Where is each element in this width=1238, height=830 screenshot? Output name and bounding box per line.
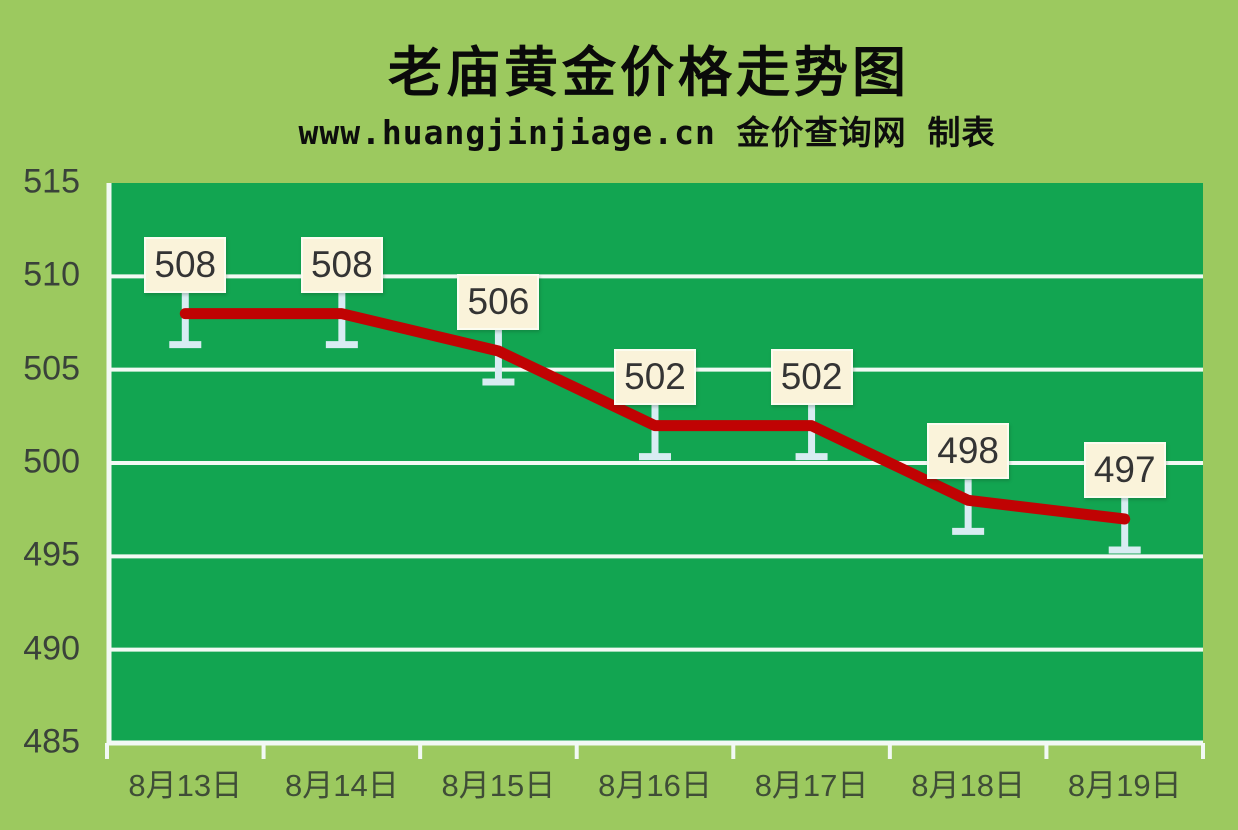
y-tick-label: 500 [23, 442, 80, 481]
price-line [179, 308, 1131, 525]
data-label: 498 [927, 423, 1010, 480]
x-axis-label: 8月18日 [911, 768, 1026, 803]
x-axis-label: 8月15日 [441, 768, 556, 803]
x-axis-label: 8月17日 [754, 768, 869, 803]
data-label: 508 [144, 236, 227, 293]
y-tick-label: 490 [23, 629, 80, 668]
data-label: 502 [770, 348, 853, 405]
data-label: 508 [300, 236, 383, 293]
x-axis-label: 8月14日 [284, 768, 399, 803]
y-tick-label: 515 [23, 162, 80, 201]
y-tick-label: 510 [23, 256, 80, 295]
y-tick-label: 505 [23, 349, 80, 388]
x-axis-label: 8月13日 [128, 768, 243, 803]
y-tick-label: 485 [23, 722, 80, 761]
data-label: 506 [457, 274, 540, 330]
data-label: 502 [614, 348, 696, 405]
chart-title: 老庙黄金价格走势图 [388, 40, 910, 104]
x-axis-label: 8月19日 [1067, 768, 1182, 803]
x-axis-label: 8月16日 [598, 768, 712, 803]
data-label: 497 [1083, 442, 1166, 498]
y-tick-label: 495 [23, 536, 80, 575]
chart-subtitle: www.huangjinjiage.cn 金价查询网 制表 [298, 113, 996, 152]
